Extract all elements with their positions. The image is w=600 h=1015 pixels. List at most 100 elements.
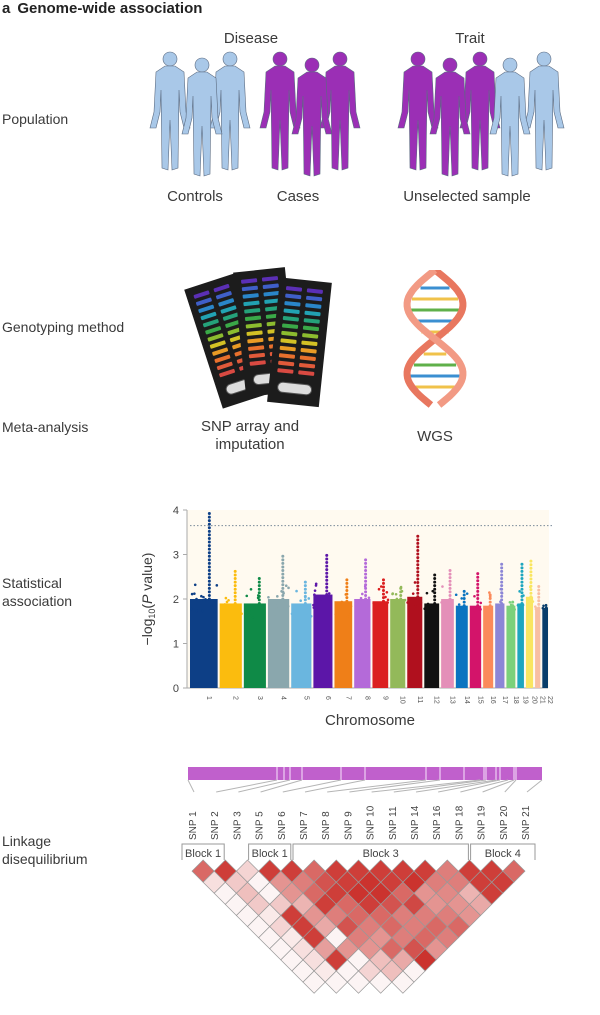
snp-point xyxy=(520,601,524,605)
snp-point xyxy=(460,597,464,600)
snp-point xyxy=(325,571,329,575)
snp-point xyxy=(252,603,255,607)
snp-point xyxy=(345,592,349,596)
snp-point xyxy=(416,584,420,588)
x-tick-label: 14 xyxy=(463,696,470,704)
snp-point xyxy=(385,590,389,594)
snp-array-label-line1: SNP array and xyxy=(200,418,300,435)
snp-point xyxy=(325,593,329,597)
chromosome-bar-20 xyxy=(525,596,534,688)
snp-point xyxy=(488,600,492,604)
snp-point xyxy=(411,609,415,613)
snp-point xyxy=(367,609,371,613)
snp-point xyxy=(207,522,211,526)
ld-cell xyxy=(391,970,415,994)
snp-point xyxy=(448,597,452,601)
snp-point xyxy=(465,592,469,595)
snp-label: SNP 19 xyxy=(477,805,488,840)
snp-point xyxy=(364,590,368,594)
snp-point xyxy=(425,615,429,618)
snp-point xyxy=(200,609,204,613)
chromosome-bar-17 xyxy=(495,603,505,688)
snp-point xyxy=(299,599,302,603)
snp-point xyxy=(520,573,524,577)
snp-point xyxy=(276,595,279,598)
snp-point xyxy=(257,591,261,595)
snp-point xyxy=(537,592,541,596)
snp-point xyxy=(488,604,492,608)
y-tick-label: 3 xyxy=(173,550,179,562)
snp-point xyxy=(448,586,452,590)
snp-point xyxy=(207,515,211,519)
snp-point xyxy=(325,589,329,593)
snp-point xyxy=(529,563,533,567)
snp-point xyxy=(500,584,504,588)
snp-point xyxy=(281,569,285,573)
x-tick-label: 8 xyxy=(363,696,370,700)
row-label-statistical-line2: association xyxy=(2,593,73,609)
snp-point xyxy=(406,601,409,604)
snp-point xyxy=(399,586,403,590)
snp-point xyxy=(419,601,423,605)
ld-cell xyxy=(302,970,326,994)
chromosome-bar-15 xyxy=(469,605,482,688)
snp-point xyxy=(318,606,322,610)
snp-point xyxy=(529,584,533,588)
snp-point xyxy=(257,584,261,588)
snp-point xyxy=(399,593,403,597)
snp-point xyxy=(500,598,504,602)
snp-point xyxy=(516,603,520,607)
x-axis-label: Chromosome xyxy=(325,712,415,729)
snp-point xyxy=(233,573,237,577)
person-figure-light-blue xyxy=(209,51,251,171)
snp-point xyxy=(520,577,524,581)
snp-point xyxy=(233,594,237,598)
snp-point xyxy=(313,593,316,597)
snp-point xyxy=(520,569,524,573)
snp-point xyxy=(416,538,420,542)
snp-point xyxy=(508,600,512,604)
snp-connector-line xyxy=(282,779,342,793)
y-tick-label: 1 xyxy=(173,639,179,651)
snp-point xyxy=(325,557,329,561)
x-tick-label: 11 xyxy=(416,696,423,703)
snp-label: SNP 7 xyxy=(299,811,310,840)
snp-label: SNP 18 xyxy=(454,805,465,840)
panel-title: Genome-wide association xyxy=(17,0,203,17)
snp-point xyxy=(245,594,249,598)
snp-label: SNP 5 xyxy=(255,811,266,840)
snp-point xyxy=(462,589,466,593)
ld-cell xyxy=(324,970,348,994)
snp-point xyxy=(303,580,307,584)
snp-point xyxy=(529,570,533,574)
snp-point xyxy=(306,610,310,614)
snp-point xyxy=(305,613,309,617)
snp-point xyxy=(500,587,504,591)
snp-array-icon xyxy=(184,267,332,409)
snp-point xyxy=(476,575,480,579)
chromosome-bar-1 xyxy=(190,599,218,688)
snp-point xyxy=(537,602,541,606)
person-figure-light-blue xyxy=(181,57,223,177)
snp-point xyxy=(413,581,417,584)
snp-point xyxy=(281,586,285,590)
snp-point xyxy=(303,584,307,588)
snp-point xyxy=(274,613,277,616)
snp-point xyxy=(364,576,368,580)
snp-point xyxy=(335,602,338,606)
x-tick-label: 21 xyxy=(539,696,546,704)
x-tick-label: 2 xyxy=(232,696,239,700)
snp-point xyxy=(317,601,321,605)
snp-point xyxy=(345,599,349,603)
snp-connector-line xyxy=(238,779,291,793)
snp-point xyxy=(281,576,285,580)
snp-point xyxy=(416,541,420,545)
snp-point xyxy=(462,604,466,608)
snp-label: SNP 1 xyxy=(188,811,199,840)
snp-point xyxy=(364,561,368,565)
dna-helix-icon xyxy=(403,270,467,408)
snp-point xyxy=(207,519,211,523)
snp-point xyxy=(307,603,311,607)
snp-point xyxy=(425,591,429,595)
